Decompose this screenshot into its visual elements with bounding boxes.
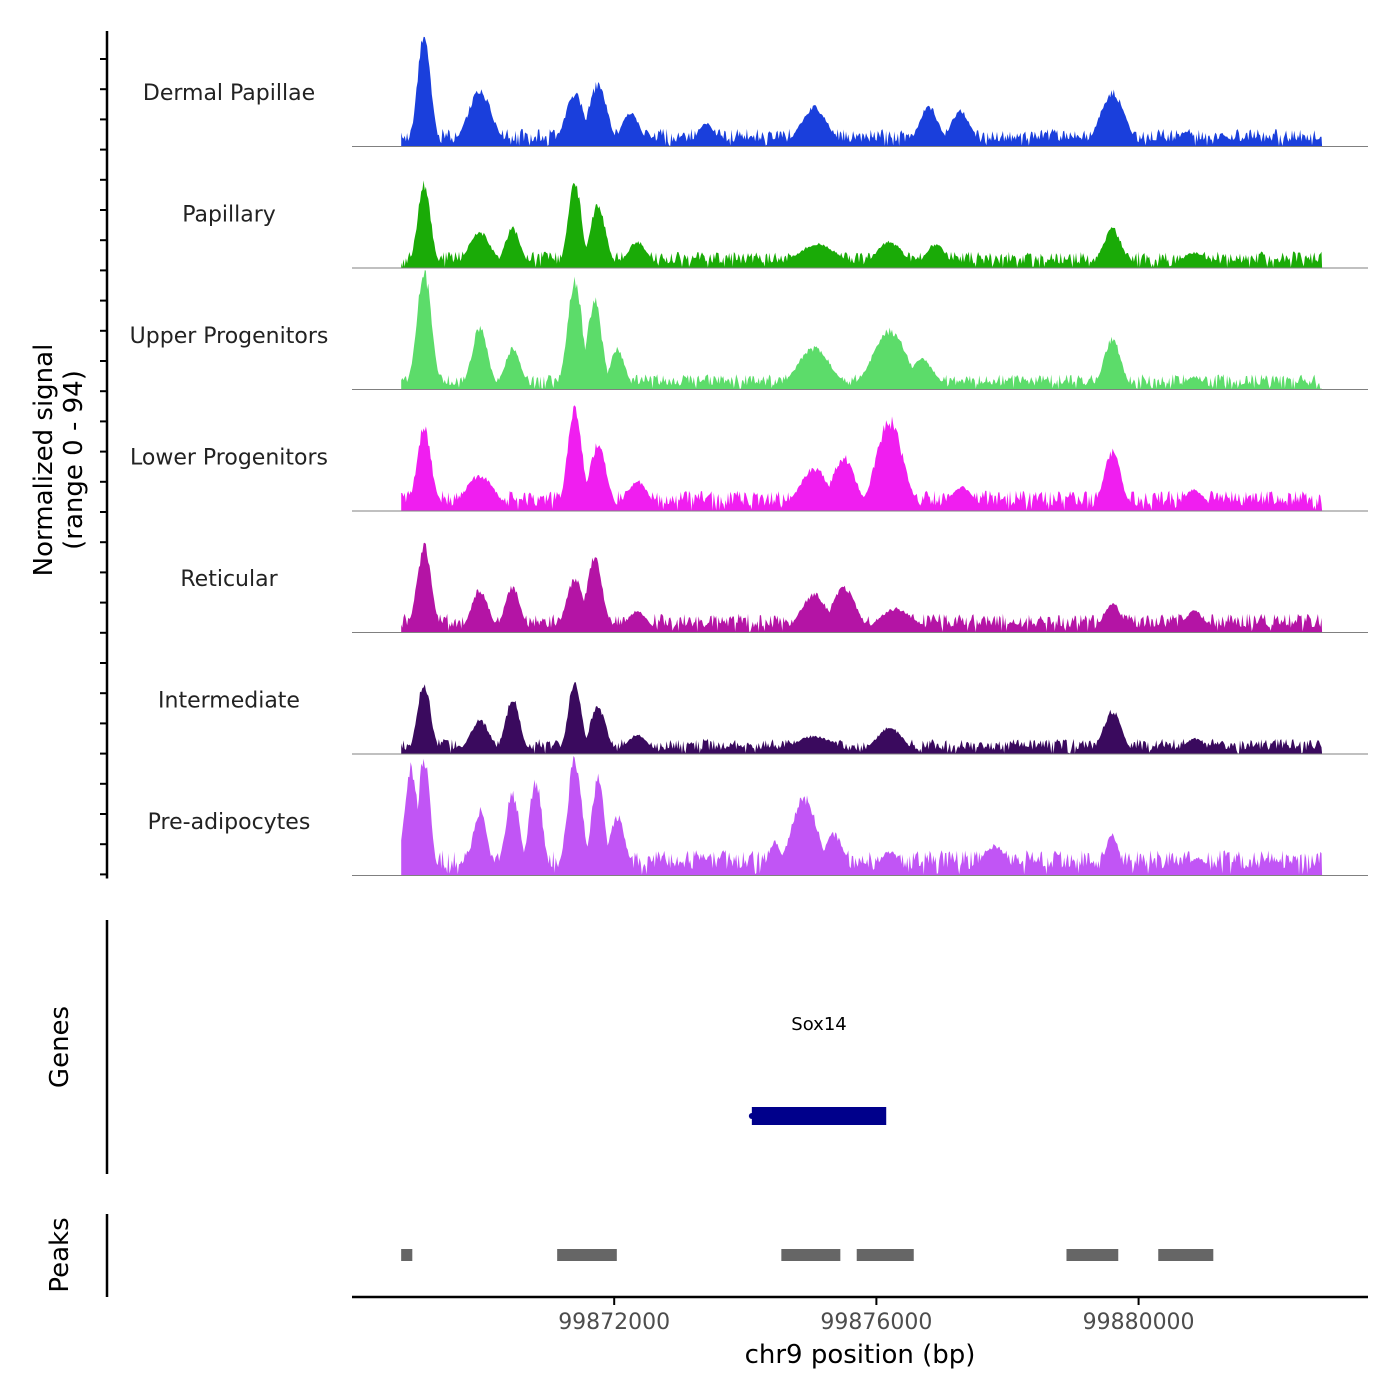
- peak-region-5: [1158, 1249, 1214, 1261]
- signal-area-3: [401, 405, 1323, 511]
- genes-ylabel: Genes: [45, 1006, 75, 1088]
- x-tick-label-0: 99872000: [558, 1310, 670, 1335]
- signal-area-5: [401, 682, 1323, 754]
- track-label-1: Papillary: [182, 203, 276, 228]
- track-label-5: Intermediate: [158, 689, 300, 714]
- signal-area-4: [401, 542, 1323, 633]
- gene-label-0: Sox14: [791, 1014, 846, 1035]
- signal-area-1: [401, 180, 1323, 268]
- peak-region-3: [856, 1249, 914, 1261]
- peaks-ylabel: Peaks: [45, 1217, 75, 1292]
- peak-region-0: [401, 1249, 413, 1261]
- x-tick-label-1: 99876000: [820, 1310, 932, 1335]
- signal-ylabel-line1: Normalized signal: [29, 344, 59, 577]
- signal-area-2: [401, 270, 1323, 390]
- x-axis-label: chr9 position (bp): [745, 1340, 976, 1370]
- signal-panel: Dermal Papillae Papillary Upper Progenitor…: [100, 31, 1368, 879]
- signal-ylabel-line2: (range 0 - 94): [59, 370, 89, 550]
- signal-area-0: [401, 36, 1323, 147]
- track-label-2: Upper Progenitors: [130, 324, 329, 349]
- x-tick-label-2: 99880000: [1083, 1310, 1195, 1335]
- gene-strand-mark-0: [748, 1113, 755, 1119]
- peak-region-1: [557, 1249, 617, 1261]
- track-label-4: Reticular: [180, 567, 278, 592]
- genes-panel: Sox14: [105, 920, 887, 1174]
- peak-region-4: [1066, 1249, 1119, 1261]
- x-axis: 99872000 99876000 99880000: [352, 1295, 1368, 1335]
- gene-body-0: [751, 1107, 887, 1125]
- track-label-3: Lower Progenitors: [130, 446, 328, 471]
- track-label-0: Dermal Papillae: [143, 81, 315, 106]
- signal-area-6: [401, 756, 1323, 876]
- track-label-6: Pre-adipocytes: [148, 810, 311, 835]
- peaks-panel: [105, 1214, 1214, 1297]
- peak-region-2: [781, 1249, 841, 1261]
